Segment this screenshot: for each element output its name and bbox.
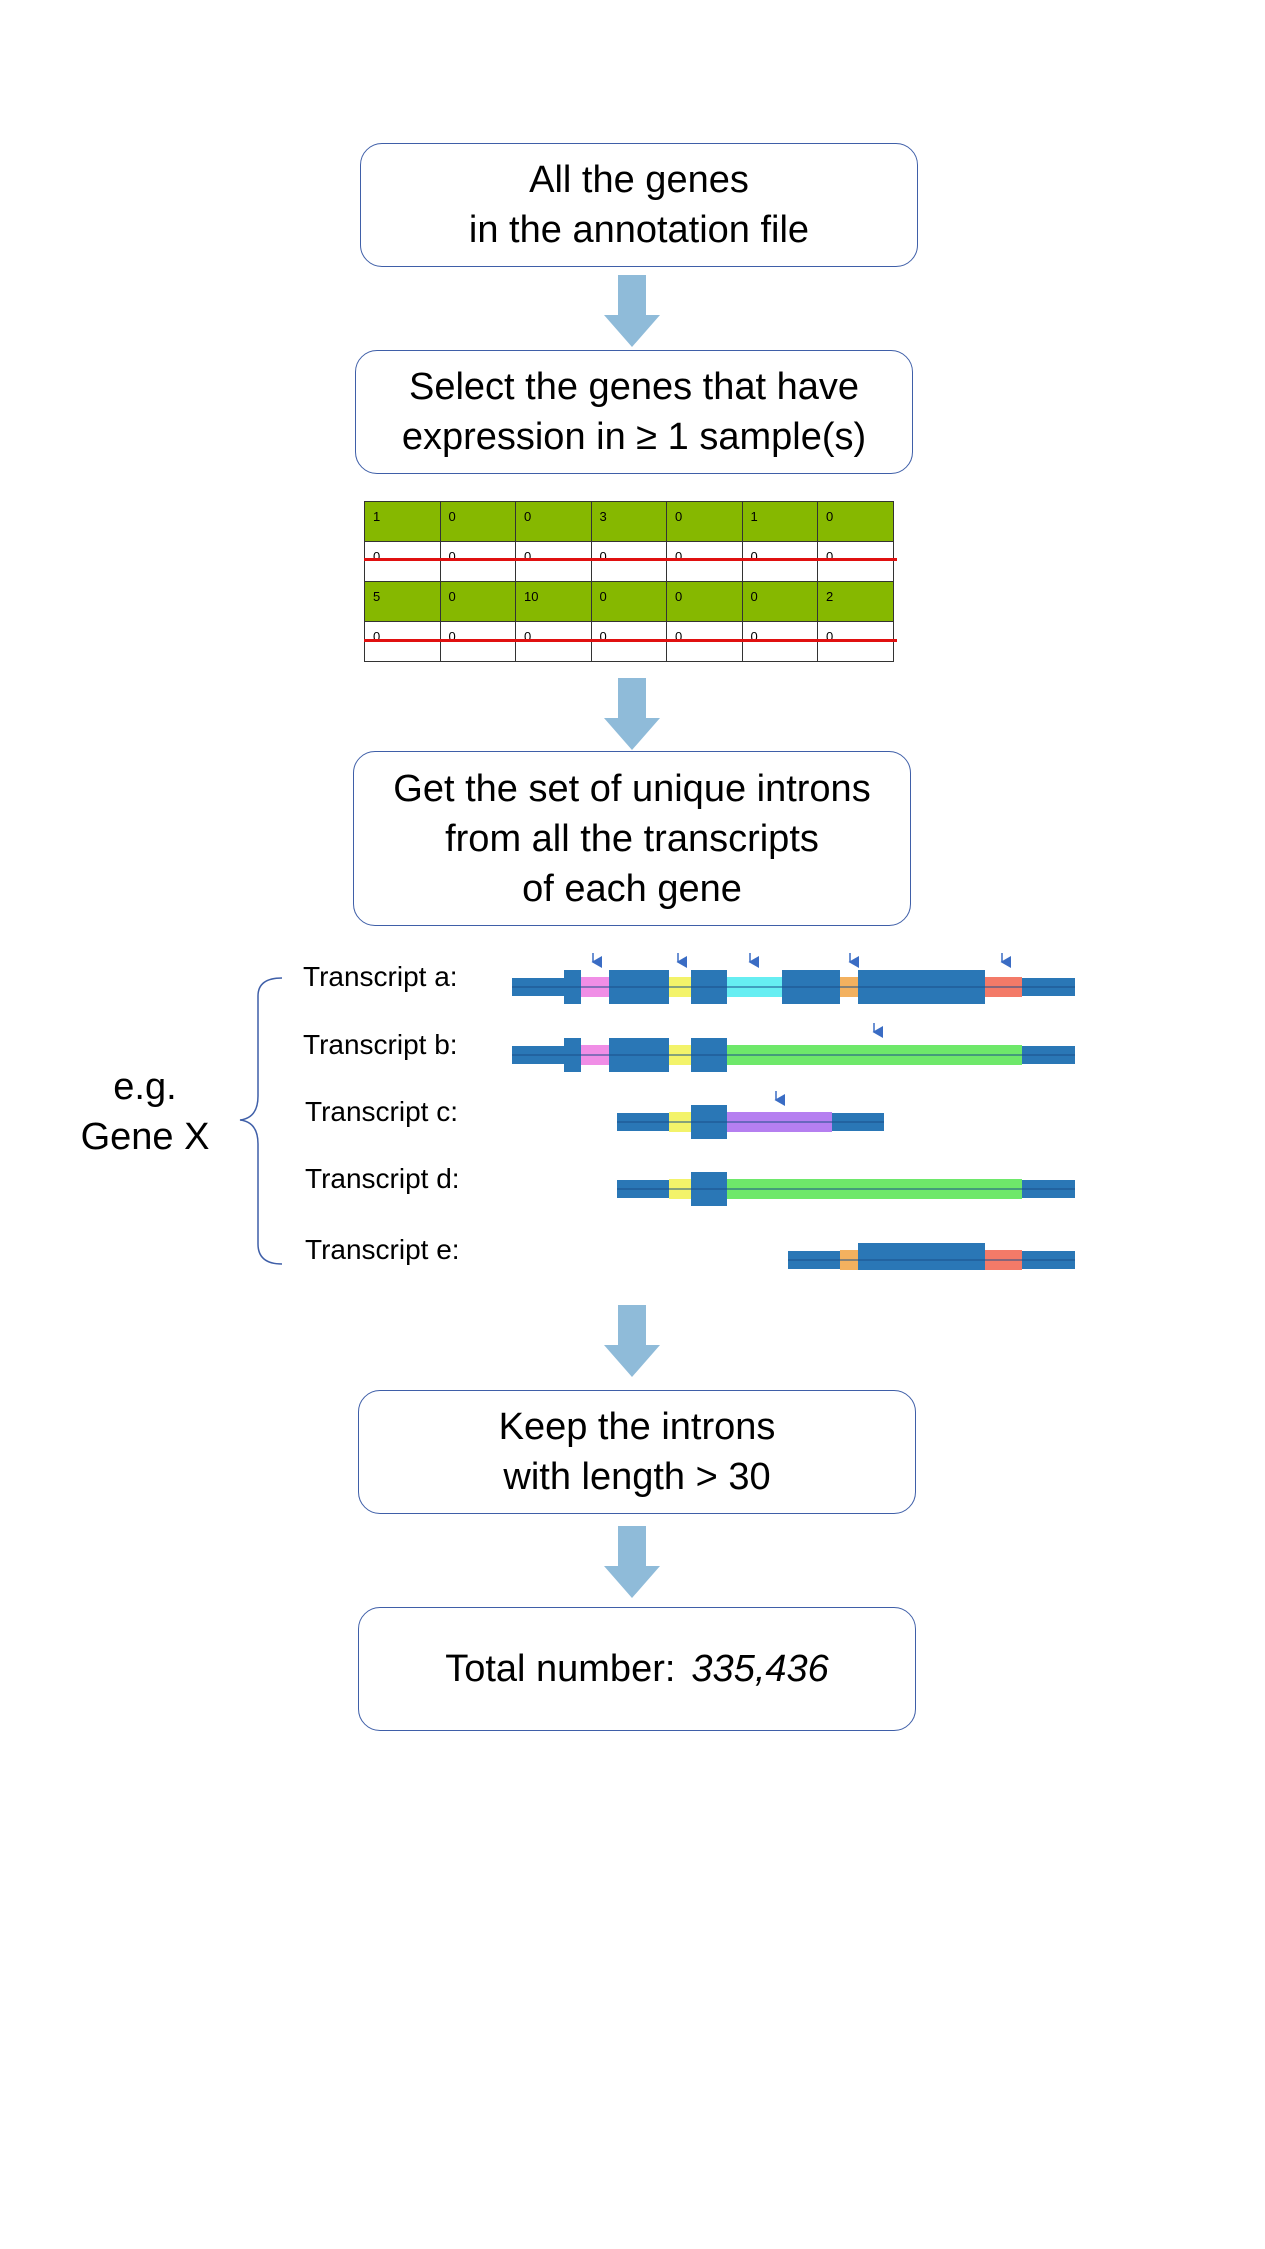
matrix-cell: 0 [666, 581, 743, 622]
matrix-cell-value: 0 [524, 629, 532, 644]
transcript-label-c: Transcript c: [305, 1096, 458, 1127]
down-arrow-icon [604, 1526, 660, 1598]
down-arrow-icon [604, 678, 660, 750]
matrix-cell: 0 [741, 541, 818, 582]
down-arrow-icon [604, 275, 660, 347]
matrix-cell-value: 0 [599, 629, 607, 644]
matrix-cell: 0 [439, 501, 516, 542]
step-text: Keep the introns [498, 1406, 776, 1448]
transcript-label-b: Transcript b: [303, 1029, 458, 1060]
step-text: from all the transcripts [445, 817, 819, 860]
step-text: expression in ≥ 1 sample(s) [401, 416, 867, 458]
transcript-label-e: Transcript e: [305, 1234, 460, 1265]
matrix-cell-value: 1 [750, 509, 758, 524]
step-text: with length > 30 [503, 1456, 771, 1498]
transcript-b [512, 1038, 1075, 1072]
matrix-cell: 0 [439, 541, 516, 582]
matrix-cell-value: 3 [599, 509, 607, 524]
gene-example-label: e.g. Gene X [80, 1062, 210, 1162]
matrix-cell-value: 2 [826, 589, 834, 604]
strike-line [364, 639, 897, 642]
matrix-cell: 1 [741, 501, 818, 542]
transcript-label-a: Transcript a: [303, 961, 458, 992]
down-arrow-icon [604, 1305, 660, 1377]
matrix-cell-value: 0 [750, 629, 758, 644]
matrix-cell: 0 [515, 541, 592, 582]
matrix-cell-value: 0 [524, 509, 532, 524]
step-text: All the genes [529, 159, 749, 201]
matrix-cell: 2 [817, 581, 894, 622]
step-box-select-expressed: Select the genes that have expression in… [355, 350, 913, 474]
total-label: Total number: [445, 1648, 676, 1690]
matrix-cell: 0 [590, 541, 667, 582]
matrix-cell-value: 0 [524, 549, 532, 564]
matrix-cell-value: 1 [373, 509, 381, 524]
matrix-row: 1 0 0 3 0 1 0 [364, 501, 894, 542]
matrix-cell-value: 0 [750, 549, 758, 564]
matrix-cell-value: 0 [448, 509, 456, 524]
transcript-label-d: Transcript d: [305, 1163, 460, 1194]
matrix-cell: 0 [817, 501, 894, 542]
step-box-all-genes: All the genes in the annotation file [360, 143, 918, 267]
matrix-cell-value: 0 [599, 589, 607, 604]
gene-name: Gene X [80, 1116, 210, 1158]
matrix-cell: 0 [666, 541, 743, 582]
matrix-cell: 0 [741, 581, 818, 622]
matrix-cell-value: 0 [750, 589, 758, 604]
step-text: in the annotation file [468, 209, 810, 251]
gene-eg: e.g. [113, 1066, 177, 1108]
matrix-cell-value: 0 [675, 549, 683, 564]
step-box-keep-introns: Keep the introns with length > 30 [358, 1390, 916, 1514]
matrix-cell: 0 [590, 581, 667, 622]
matrix-cell-value: 0 [448, 549, 456, 564]
step-box-unique-introns: Get the set of unique introns from all t… [353, 751, 911, 926]
transcript-a [512, 970, 1075, 1004]
matrix-row: 0 0 0 0 0 0 0 [364, 541, 894, 582]
matrix-cell-value: 0 [826, 549, 834, 564]
matrix-row: 5 0 10 0 0 0 2 [364, 581, 894, 622]
total-value: 335,436 [691, 1648, 829, 1690]
step-box-total-number: Total number: 335,436 [358, 1607, 916, 1731]
matrix-cell-value: 0 [448, 589, 456, 604]
matrix-cell: 0 [515, 501, 592, 542]
curly-brace-icon [239, 977, 283, 1265]
matrix-cell-value: 5 [373, 589, 381, 604]
transcript-d [617, 1172, 1075, 1206]
matrix-cell: 0 [817, 541, 894, 582]
expression-matrix: 1 0 0 3 0 1 0 0 0 0 0 0 0 0 5 0 10 0 0 0 2 0 0 0 0 0 0 0 [364, 501, 894, 662]
step-text: of each gene [522, 867, 742, 910]
step-text: Select the genes that have [409, 366, 859, 408]
matrix-cell-value: 0 [826, 629, 834, 644]
matrix-cell: 5 [364, 581, 441, 622]
matrix-cell: 0 [666, 501, 743, 542]
transcript-c [617, 1105, 884, 1139]
strike-line [364, 558, 897, 561]
matrix-cell-value: 0 [373, 629, 381, 644]
matrix-cell-value: 0 [675, 629, 683, 644]
transcript-e [788, 1243, 1075, 1270]
intron-pointer-icons [591, 953, 1011, 1106]
matrix-cell-value: 0 [675, 589, 683, 604]
matrix-cell-value: 0 [675, 509, 683, 524]
matrix-cell-value: 0 [826, 509, 834, 524]
matrix-cell: 3 [590, 501, 667, 542]
matrix-cell-value: 0 [448, 629, 456, 644]
step-text: Get the set of unique introns [393, 767, 871, 810]
matrix-cell: 1 [364, 501, 441, 542]
matrix-cell: 0 [364, 541, 441, 582]
matrix-cell-value: 0 [373, 549, 381, 564]
matrix-cell: 0 [439, 581, 516, 622]
transcript-structures [512, 953, 1075, 1270]
matrix-cell: 10 [515, 581, 592, 622]
matrix-cell-value: 10 [524, 589, 539, 604]
matrix-cell-value: 0 [599, 549, 607, 564]
